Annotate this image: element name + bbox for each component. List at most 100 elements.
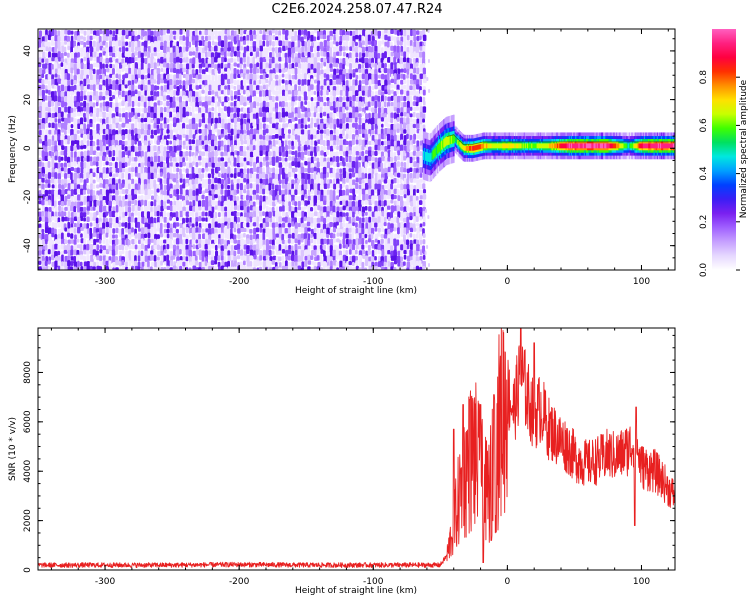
noise-cell <box>92 123 96 129</box>
noise-cell <box>214 238 217 244</box>
noise-cell <box>204 232 208 240</box>
noise-cell <box>226 29 230 38</box>
noise-cell <box>105 68 110 73</box>
noise-cell <box>96 133 100 141</box>
noise-cell <box>265 84 269 91</box>
noise-cell <box>95 238 100 243</box>
noise-cell <box>125 111 128 120</box>
noise-cell <box>400 89 404 95</box>
noise-cell <box>166 51 170 59</box>
noise-cell <box>182 52 187 58</box>
noise-cell <box>214 232 219 240</box>
noise-cell <box>147 194 150 200</box>
noise-cell <box>130 250 135 258</box>
noise-cell <box>396 30 400 36</box>
noise-cell <box>147 135 151 142</box>
noise-cell <box>41 166 46 175</box>
noise-cell <box>370 129 375 135</box>
noise-cell <box>182 80 186 87</box>
noise-cell <box>255 178 259 186</box>
noise-cell <box>297 255 301 263</box>
noise-cell <box>317 172 320 180</box>
noise-cell <box>45 68 49 73</box>
noise-cell <box>307 101 311 109</box>
noise-cell <box>220 183 224 190</box>
noise-cell <box>67 173 71 179</box>
noise-cell <box>265 221 270 227</box>
noise-cell <box>227 35 232 40</box>
noise-cell <box>271 161 276 166</box>
noise-cell <box>396 45 400 54</box>
noise-cell <box>271 29 275 34</box>
noise-cell <box>125 255 129 264</box>
noise-cell <box>208 84 212 91</box>
noise-cell <box>239 133 243 142</box>
noise-cell <box>326 67 330 75</box>
noise-cell <box>96 41 100 48</box>
noise-cell <box>38 118 43 124</box>
noise-cell <box>355 139 359 145</box>
noise-cell <box>233 227 237 233</box>
noise-cell <box>141 29 145 37</box>
noise-cell <box>259 90 262 98</box>
noise-cell <box>207 123 211 131</box>
noise-cell <box>195 106 198 112</box>
noise-cell <box>41 183 45 191</box>
noise-cell <box>38 211 42 217</box>
noise-cell <box>227 162 231 168</box>
noise-cell <box>125 266 129 270</box>
noise-cell <box>352 211 355 218</box>
noise-cell <box>178 84 182 90</box>
noise-cell <box>99 29 103 35</box>
noise-cell <box>124 128 128 135</box>
noise-cell <box>64 106 68 113</box>
noise-cell <box>288 201 292 207</box>
noise-cell <box>393 177 397 184</box>
noise-cell <box>38 51 42 59</box>
noise-cell <box>41 249 46 255</box>
noise-cell <box>121 117 126 124</box>
noise-cell <box>396 40 400 46</box>
noise-cell <box>204 35 209 41</box>
noise-cell <box>262 117 266 123</box>
noise-cell <box>121 144 125 151</box>
noise-cell <box>41 150 45 158</box>
noise-cell <box>179 168 182 176</box>
noise-cell <box>80 161 84 168</box>
noise-cell <box>355 233 359 239</box>
noise-cell <box>208 200 212 208</box>
noise-cell <box>124 140 128 146</box>
noise-cell <box>42 194 45 201</box>
noise-cell <box>44 227 49 234</box>
noise-cell <box>358 135 362 140</box>
noise-cell <box>109 57 113 63</box>
noise-cell <box>319 244 323 250</box>
noise-cell <box>185 261 189 269</box>
noise-cell <box>249 78 253 85</box>
noise-cell <box>150 179 154 185</box>
noise-cell <box>137 266 141 270</box>
noise-cell <box>239 101 244 106</box>
noise-cell <box>109 133 113 141</box>
noise-cell <box>130 167 135 172</box>
noise-cell <box>246 227 251 233</box>
noise-cell <box>268 245 272 250</box>
noise-cell <box>358 156 362 161</box>
noise-cell <box>381 101 385 108</box>
noise-cell <box>204 128 208 136</box>
noise-cell <box>121 265 126 270</box>
noise-cell <box>83 167 87 174</box>
noise-cell <box>252 113 256 120</box>
noise-cell <box>83 157 87 162</box>
noise-cell <box>189 227 193 235</box>
noise-cell <box>364 79 369 85</box>
noise-cell <box>221 211 225 217</box>
noise-cell <box>339 200 343 205</box>
noise-cell <box>374 45 378 52</box>
noise-cell <box>191 151 195 157</box>
noise-cell <box>304 205 307 210</box>
noise-cell <box>42 63 45 69</box>
noise-cell <box>166 67 169 76</box>
noise-cell <box>118 144 123 153</box>
noise-cell <box>313 68 317 74</box>
